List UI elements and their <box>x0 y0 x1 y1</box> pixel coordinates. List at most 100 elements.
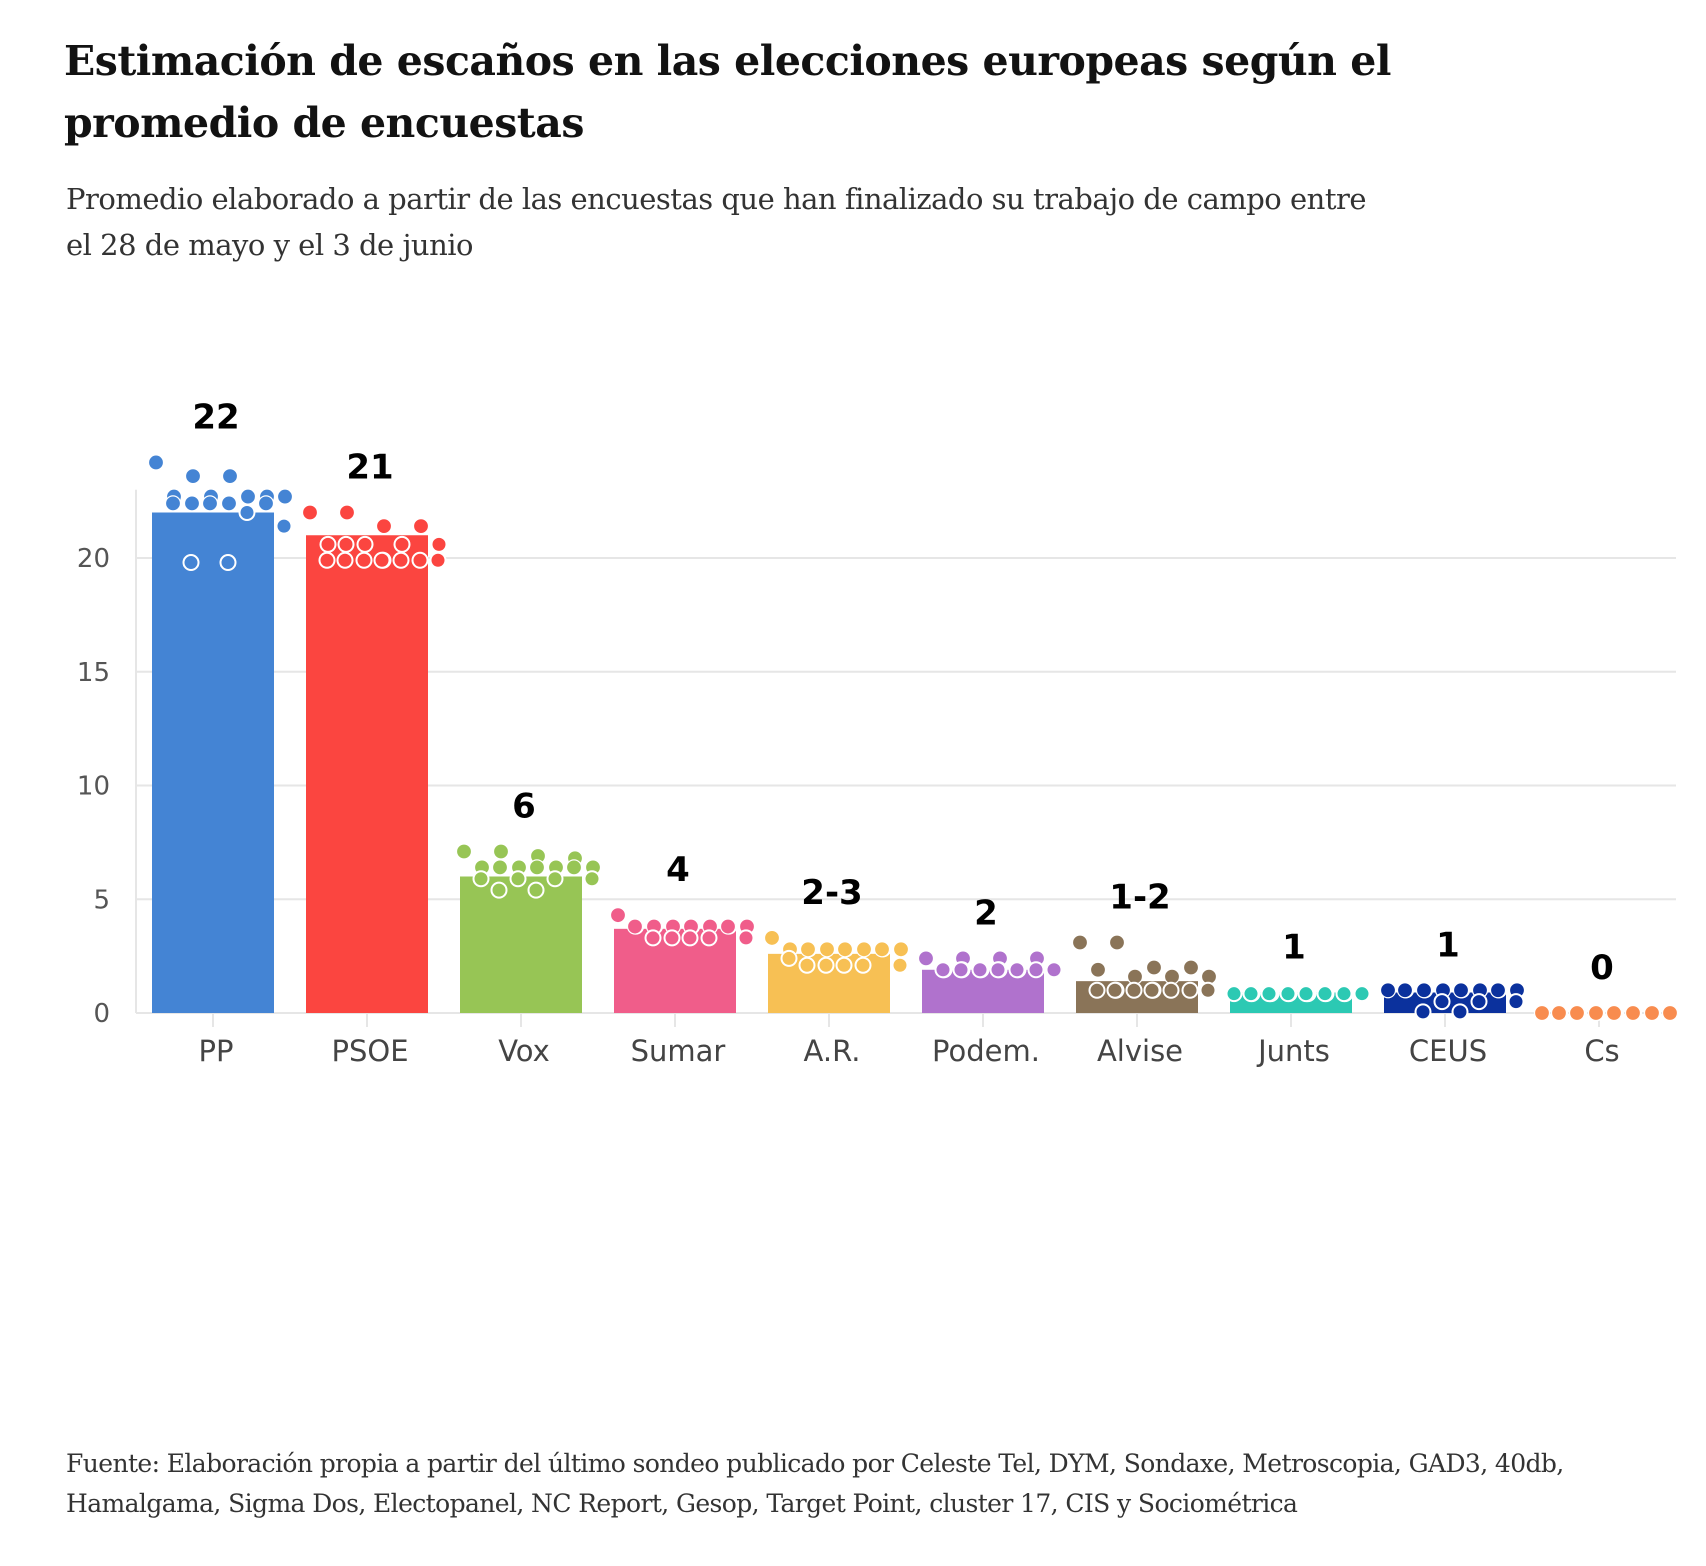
poll-point <box>626 918 644 935</box>
poll-point <box>989 961 1007 979</box>
poll-point <box>336 551 354 569</box>
poll-point <box>1071 934 1089 951</box>
poll-point <box>164 495 182 512</box>
value-label: 21 <box>346 448 393 488</box>
poll-point <box>798 956 816 974</box>
y-tick-label: 15 <box>77 658 110 688</box>
poll-point <box>1414 1003 1432 1021</box>
bar-psoe <box>306 535 428 1013</box>
poll-point <box>219 554 237 572</box>
poll-point <box>934 961 952 979</box>
poll-point <box>301 504 319 521</box>
poll-point <box>527 881 545 899</box>
poll-point <box>700 929 718 947</box>
x-tick-label: Sumar <box>631 1034 726 1068</box>
poll-point <box>1661 1004 1679 1022</box>
source-note: Fuente: Elaboración propia a partir del … <box>66 1449 1564 1518</box>
poll-point <box>1297 985 1315 1003</box>
poll-point <box>393 535 411 553</box>
poll-point <box>276 488 294 505</box>
poll-point <box>412 518 430 535</box>
poll-point <box>1145 959 1163 976</box>
poll-point <box>220 495 238 512</box>
poll-point <box>147 454 165 471</box>
poll-point <box>855 941 873 958</box>
poll-point <box>737 929 755 947</box>
poll-point <box>1143 981 1161 999</box>
poll-point <box>238 504 256 521</box>
poll-point <box>1225 985 1243 1003</box>
poll-point <box>528 859 546 876</box>
poll-point <box>355 551 373 569</box>
poll-point <box>1335 985 1353 1003</box>
poll-point <box>1587 1004 1605 1022</box>
x-tick-label: Alvise <box>1097 1034 1183 1068</box>
poll-point <box>1279 985 1297 1003</box>
poll-point <box>854 956 872 974</box>
y-axis-ticks: 0 5 10 15 20 <box>77 544 110 1029</box>
poll-point <box>430 535 448 553</box>
y-tick-label: 10 <box>77 772 110 802</box>
poll-point <box>873 941 891 958</box>
poll-point <box>952 961 970 979</box>
x-tick-label: PP <box>199 1034 234 1068</box>
poll-point <box>490 881 508 899</box>
poll-point <box>609 907 627 924</box>
poll-point <box>184 468 202 485</box>
poll-point <box>257 495 275 512</box>
value-label: 6 <box>512 786 536 826</box>
poll-point <box>818 941 836 958</box>
x-tick-label: PSOE <box>331 1034 408 1068</box>
poll-point <box>835 956 853 974</box>
poll-point <box>917 950 935 967</box>
y-tick-label: 5 <box>93 885 110 915</box>
poll-point <box>411 551 429 569</box>
poll-point <box>817 956 835 974</box>
poll-point <box>1507 993 1525 1011</box>
poll-point <box>1452 982 1470 999</box>
poll-point <box>455 843 473 860</box>
poll-point <box>1089 961 1107 978</box>
poll-point <box>1162 981 1180 999</box>
poll-point <box>891 956 909 974</box>
poll-point <box>1605 1004 1623 1022</box>
poll-point <box>1470 993 1488 1011</box>
chart-title: Estimación de escaños en las elecciones … <box>64 37 1391 147</box>
poll-point <box>892 941 910 958</box>
poll-point <box>1379 982 1397 999</box>
poll-point <box>221 468 239 485</box>
poll-point <box>373 551 391 569</box>
poll-point <box>1106 981 1124 999</box>
x-tick-label: Cs <box>1584 1034 1619 1068</box>
poll-point <box>644 929 662 947</box>
poll-point <box>681 929 699 947</box>
poll-point <box>492 843 510 860</box>
poll-point <box>509 870 527 888</box>
poll-point <box>318 551 336 569</box>
y-tick-label: 0 <box>93 999 110 1029</box>
poll-point <box>338 504 356 521</box>
poll-point <box>780 949 798 967</box>
poll-point <box>1045 961 1063 979</box>
poll-point <box>1451 1003 1469 1021</box>
bar-pp <box>152 512 274 1013</box>
x-axis-labels: PP PSOE Vox Sumar A.R. Podem. Alvise Junts CEUS C… <box>199 1034 1620 1068</box>
poll-point <box>1125 981 1143 999</box>
value-label: 4 <box>666 850 690 890</box>
poll-point <box>392 551 410 569</box>
value-label: 22 <box>192 397 239 437</box>
poll-point <box>375 518 393 535</box>
poll-point <box>1624 1004 1642 1022</box>
poll-point <box>1088 981 1106 999</box>
poll-point <box>1242 985 1260 1003</box>
poll-point <box>275 517 293 535</box>
x-tick-label: Junts <box>1256 1034 1330 1068</box>
poll-point <box>1108 934 1126 951</box>
poll-point <box>472 870 490 888</box>
poll-point <box>1643 1004 1661 1022</box>
value-label: 1-2 <box>1109 877 1170 917</box>
poll-point <box>239 488 257 505</box>
poll-point <box>356 535 374 553</box>
poll-point <box>1181 981 1199 999</box>
